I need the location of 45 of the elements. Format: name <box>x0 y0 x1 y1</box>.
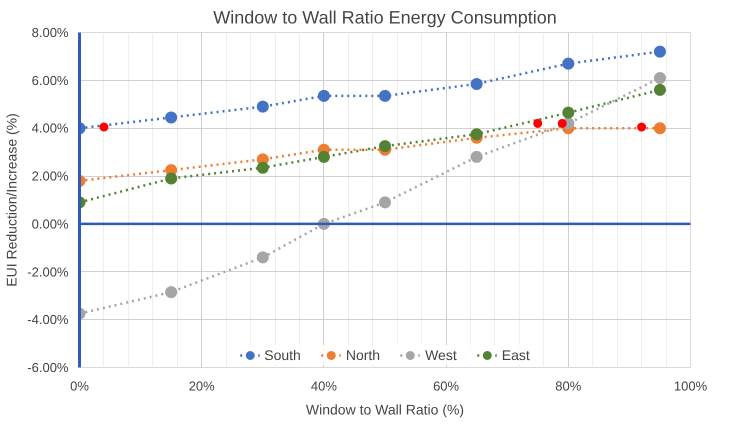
point <box>470 128 483 140</box>
point <box>256 100 269 113</box>
point <box>165 286 178 298</box>
point <box>318 90 330 102</box>
x-tick-label: 0% <box>70 378 90 394</box>
point <box>379 90 391 102</box>
point <box>654 46 666 58</box>
y-tick-label: 2.00% <box>32 168 69 184</box>
point <box>470 150 483 163</box>
y-tick-label: -6.00% <box>27 360 69 375</box>
point <box>318 150 330 163</box>
x-tick-label: 20% <box>188 378 216 394</box>
legend-label: North <box>346 347 380 363</box>
point <box>562 58 574 70</box>
point <box>99 122 108 132</box>
point <box>637 122 646 132</box>
point <box>654 122 666 134</box>
legend-label: East <box>502 347 530 363</box>
point <box>256 162 269 174</box>
x-axis-title: Window to Wall Ratio (%) <box>306 402 464 418</box>
x-tick-label: 100% <box>674 378 708 394</box>
point <box>533 118 542 128</box>
point <box>256 251 269 264</box>
point <box>379 196 391 208</box>
y-axis-title: EUI Reduction/Increase (%) <box>3 113 20 287</box>
point <box>654 72 666 84</box>
y-tick-label: 0.00% <box>32 216 69 232</box>
y-tick-label: -2.00% <box>27 264 69 280</box>
legend-label: West <box>425 347 457 363</box>
legend-label: South <box>264 347 301 363</box>
x-tick-label: 60% <box>433 378 460 394</box>
point <box>654 84 666 96</box>
x-tick-label: 40% <box>310 378 338 394</box>
y-tick-label: -4.00% <box>27 312 69 328</box>
point <box>379 140 391 152</box>
point <box>558 118 567 128</box>
chart-title: Window to Wall Ratio Energy Consumption <box>213 8 557 28</box>
point <box>562 106 574 119</box>
point <box>165 172 178 184</box>
y-tick-label: 6.00% <box>32 72 69 88</box>
point <box>470 78 483 90</box>
x-tick-label: 80% <box>555 378 582 394</box>
y-tick-label: 4.00% <box>32 120 69 136</box>
y-tick-label: 8.00% <box>32 25 69 40</box>
point <box>165 111 178 124</box>
